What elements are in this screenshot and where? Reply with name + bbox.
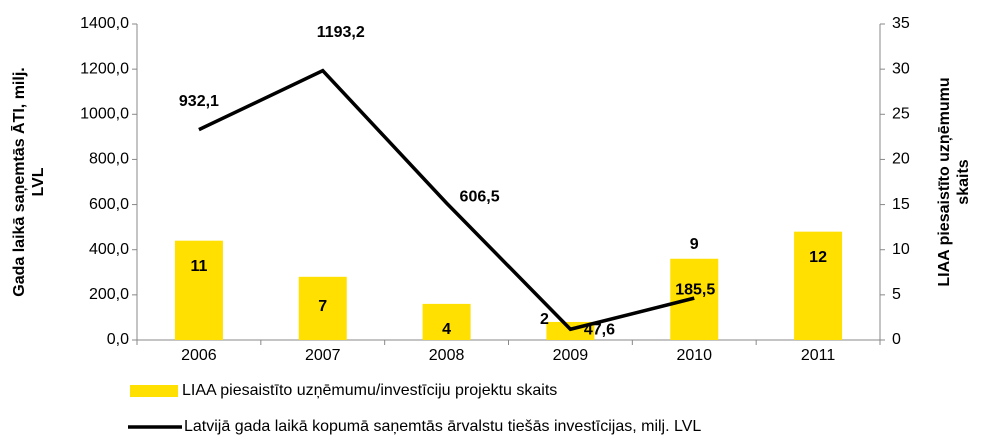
bar-value-label: 11 xyxy=(190,258,207,275)
x-tick-label: 2006 xyxy=(181,347,217,364)
y-tick-label: 1200,0 xyxy=(80,60,129,77)
line xyxy=(198,68,695,332)
y2-tick-label: 25 xyxy=(892,106,910,123)
bar-value-label: 4 xyxy=(442,321,451,338)
y2-tick-label: 15 xyxy=(892,196,910,213)
y-tick-label: 600,0 xyxy=(89,196,129,213)
bar xyxy=(298,276,347,340)
bar-value-label: 7 xyxy=(318,298,327,315)
line-value-label: 47,6 xyxy=(584,321,615,338)
y-tick-label: 200,0 xyxy=(89,286,129,303)
y2-tick-label: 0 xyxy=(892,331,901,348)
y-tick-label: 400,0 xyxy=(89,241,129,258)
x-tick-label: 2010 xyxy=(676,347,712,364)
bar xyxy=(174,240,223,340)
y-tick-label: 800,0 xyxy=(89,151,129,168)
bar-value-label: 9 xyxy=(690,236,699,253)
line-value-label: 606,5 xyxy=(460,188,500,205)
y-tick-label: 0,0 xyxy=(107,331,129,348)
bar-value-label: 12 xyxy=(809,249,827,266)
y2-axis-title-line: skaits xyxy=(955,159,972,204)
bar-value-label: 2 xyxy=(540,311,549,328)
x-tick-label: 2009 xyxy=(553,347,589,364)
y2-tick-label: 35 xyxy=(892,15,910,32)
x-tick-label: 2008 xyxy=(429,347,465,364)
y2-tick-label: 10 xyxy=(892,241,910,258)
y2-tick-label: 5 xyxy=(892,286,901,303)
legend-label: LIAA piesaistīto uzņēmumu/investīciju pr… xyxy=(182,382,557,399)
y-axis-title-line: LVL xyxy=(30,167,47,196)
y2-axis-title: LIAA piesaistīto uzņēmumu skaits xyxy=(936,77,972,286)
line-value-label: 1193,2 xyxy=(317,24,365,41)
y-tick-label: 1400,0 xyxy=(80,15,129,32)
y-tick-label: 1000,0 xyxy=(80,106,129,123)
y2-tick-label: 20 xyxy=(892,151,910,168)
x-tick-label: 2007 xyxy=(305,347,341,364)
y-axis-title: Gada laikā saņemtās ĀTI, milj. LVL xyxy=(9,67,47,296)
legend-label: Latvijā gada laikā kopumā saņemtās ārval… xyxy=(184,418,701,435)
line-value-label: 185,5 xyxy=(675,281,715,298)
y2-tick-label: 30 xyxy=(892,60,910,77)
x-tick-label: 2011 xyxy=(801,347,836,364)
y2-axis-title-line: LIAA piesaistīto uzņēmumu xyxy=(936,77,953,286)
bar xyxy=(794,231,843,340)
bar xyxy=(422,303,471,340)
line-value-label: 932,1 xyxy=(179,93,219,110)
legend-swatch xyxy=(130,385,178,397)
y-axis-title-line: Gada laikā saņemtās ĀTI, milj. xyxy=(9,67,28,296)
